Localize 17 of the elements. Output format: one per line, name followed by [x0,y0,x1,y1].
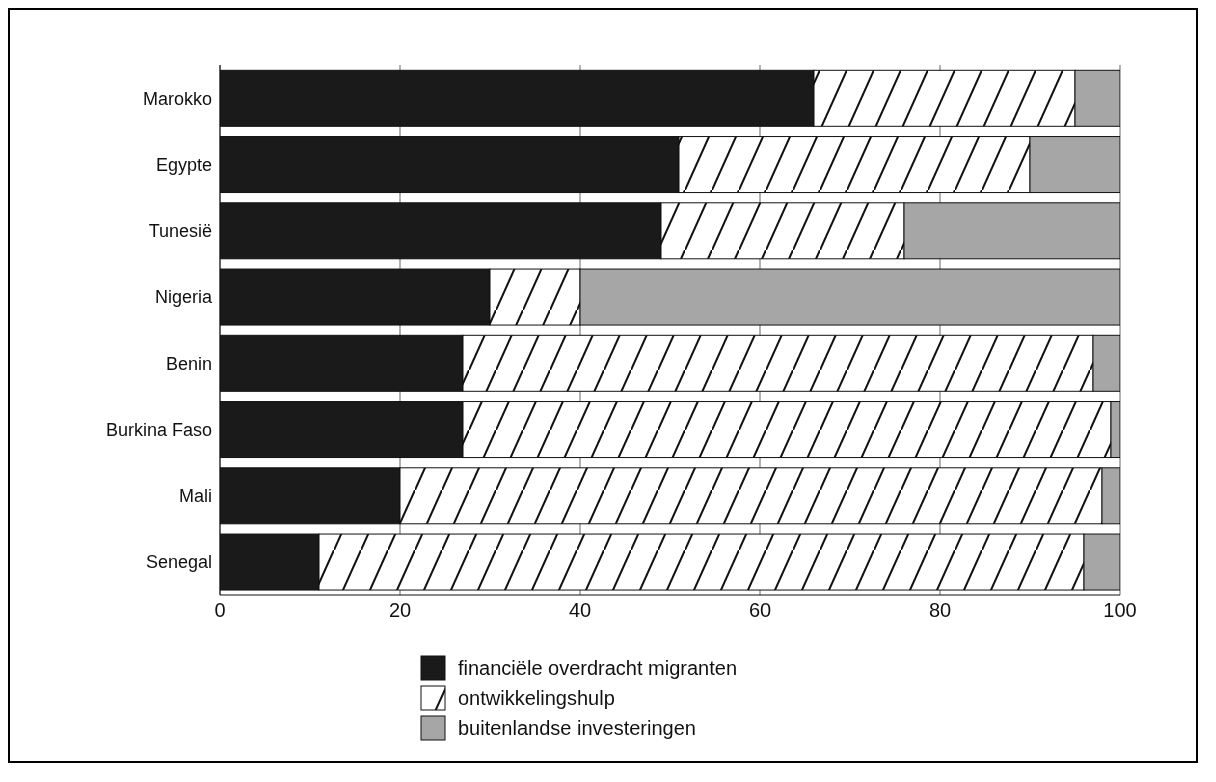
x-tick-label: 100 [1103,599,1137,622]
x-tick-label: 80 [928,599,952,622]
x-tick-label: 60 [748,599,772,622]
x-tick-label: 0 [214,599,226,622]
legend-label: ontwikkelingshulp [458,686,615,710]
y-tick-label: Benin [165,353,212,374]
x-tick-label: 40 [568,599,592,622]
legend-label: financiële overdracht migranten [458,656,738,680]
y-tick-label: Mali [178,486,212,507]
y-tick-label: Marokko [142,88,212,109]
y-tick-label: Nigeria [154,287,213,308]
x-tick-label: 20 [388,599,412,622]
y-tick-label: Burkina Faso [105,419,212,440]
legend-label: buitenlandse investeringen [458,716,696,740]
y-tick-label: Senegal [145,552,212,573]
y-tick-label: Tunesië [148,221,212,242]
y-tick-label: Egypte [155,154,212,175]
